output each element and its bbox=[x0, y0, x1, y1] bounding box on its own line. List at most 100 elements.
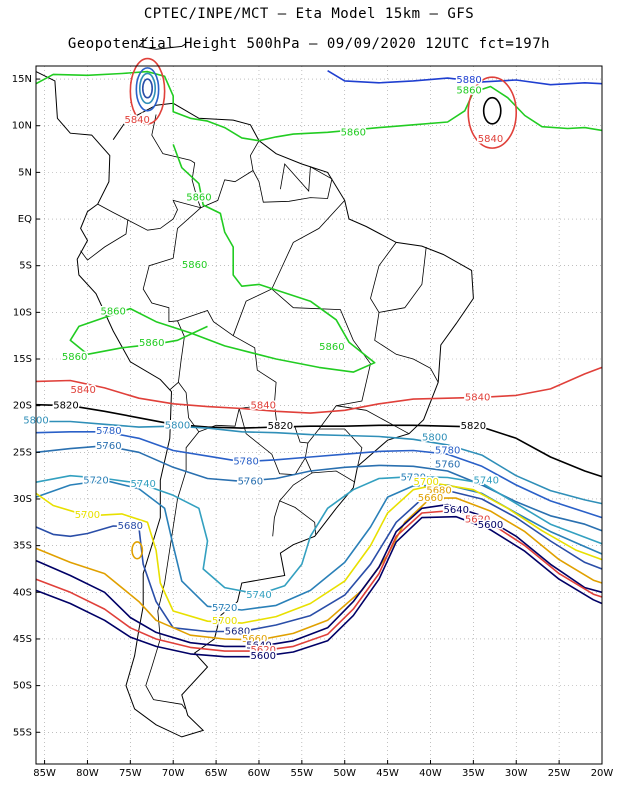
axis-ticks: 15N 10N 5N EQ 5S 10S 15S 20S 25S 30S 35S 40S 45S 50S 5… bbox=[12, 74, 614, 779]
border-brazil-states-3 bbox=[370, 242, 427, 313]
contour-label: 5700 bbox=[75, 510, 100, 521]
lon-tick-label: 60W bbox=[248, 768, 271, 779]
lon-tick-label: 30W bbox=[505, 768, 528, 779]
lat-tick-label: 40S bbox=[13, 587, 32, 598]
contour-label: 5860 bbox=[456, 85, 481, 96]
border-brazil-states-4 bbox=[374, 312, 439, 383]
border-brazil-states-7 bbox=[312, 470, 356, 483]
height-contours bbox=[35, 57, 603, 658]
border-peru-brazil bbox=[142, 257, 178, 323]
contour-label: 5860 bbox=[139, 338, 164, 349]
contour-label: 5840 bbox=[70, 385, 95, 396]
contour-red-5620 bbox=[35, 509, 603, 652]
lat-tick-label: 15N bbox=[12, 74, 32, 85]
lon-tick-label: 65W bbox=[205, 768, 228, 779]
lat-tick-label: 35S bbox=[13, 541, 32, 552]
contour-label: 5600 bbox=[251, 651, 276, 662]
contour-label: 5860 bbox=[100, 306, 125, 317]
border-brazil-states-5 bbox=[336, 405, 410, 435]
contour-green-5860-interior bbox=[69, 144, 376, 373]
contour-blue-5760 bbox=[35, 445, 603, 532]
contour-label: 5820 bbox=[461, 421, 486, 432]
border-uruguay-argentina bbox=[272, 500, 280, 537]
contour-low-5840-north bbox=[129, 57, 166, 125]
border-brazil-states-6 bbox=[319, 428, 363, 467]
contour-labels: 5880586058405840586058605860586058605860… bbox=[22, 73, 505, 663]
contour-label: 5720 bbox=[212, 603, 237, 614]
contour-label: 5800 bbox=[422, 432, 447, 443]
contour-navy-5640 bbox=[35, 503, 603, 648]
lat-tick-label: 55S bbox=[13, 727, 32, 738]
contour-label: 5880 bbox=[456, 75, 481, 86]
contour-label: 5860 bbox=[182, 260, 207, 271]
contour-label: 5620 bbox=[465, 515, 490, 526]
lat-tick-label: 5N bbox=[18, 167, 32, 178]
lat-tick-label: 20S bbox=[13, 401, 32, 412]
contour-yellow-5700 bbox=[35, 483, 603, 624]
contour-label: 5840 bbox=[465, 392, 490, 403]
contour-label: 5720 bbox=[401, 473, 426, 484]
lon-tick-label: 70W bbox=[162, 768, 185, 779]
contour-label: 5780 bbox=[96, 426, 121, 437]
contour-label: 5660 bbox=[418, 493, 443, 504]
contour-label: 5780 bbox=[435, 445, 460, 456]
contour-label: 5680 bbox=[118, 521, 143, 532]
lon-tick-label: 80W bbox=[76, 768, 99, 779]
lat-tick-label: 15S bbox=[13, 354, 32, 365]
lat-tick-label: 45S bbox=[13, 634, 32, 645]
lon-tick-label: 50W bbox=[333, 768, 356, 779]
border-argentina-brazil-uruguay bbox=[278, 457, 316, 535]
contour-label: 5600 bbox=[478, 520, 503, 531]
contour-black-5820 bbox=[35, 403, 603, 478]
contour-label: 5640 bbox=[443, 505, 468, 516]
contour-label: 5860 bbox=[62, 352, 87, 363]
contour-label: 5680 bbox=[225, 626, 250, 637]
contour-atlantic-low-5840 bbox=[467, 76, 518, 149]
contour-label: 5860 bbox=[341, 127, 366, 138]
contour-blue-5720 bbox=[35, 479, 603, 611]
contour-orange-5660 bbox=[35, 497, 603, 641]
contour-low-inner-2 bbox=[138, 72, 157, 105]
lon-tick-label: 35W bbox=[462, 768, 485, 779]
contour-label: 5760 bbox=[238, 476, 263, 487]
map-subtitle: Geopotential Height 500hPa – 09/09/2020 … bbox=[67, 36, 551, 52]
contour-atlantic-low-inner bbox=[482, 96, 502, 125]
contour-label: 5640 bbox=[246, 640, 271, 651]
contour-label: 5840 bbox=[124, 115, 149, 126]
contour-blue-5880-north bbox=[327, 70, 603, 86]
lon-tick-label: 20W bbox=[591, 768, 614, 779]
contour-label: 5740 bbox=[246, 590, 271, 601]
contour-label: 5780 bbox=[233, 457, 258, 468]
contour-green-5860-north bbox=[35, 70, 603, 142]
contour-label: 5840 bbox=[478, 134, 503, 145]
border-colombia-ecuador-peru bbox=[80, 203, 129, 261]
border-peru-chile bbox=[169, 381, 179, 391]
contour-label: 5740 bbox=[474, 475, 499, 486]
border-colombia-peru-brazil bbox=[127, 199, 202, 259]
contour-label: 5820 bbox=[268, 421, 293, 432]
border-chile-argentina bbox=[145, 431, 200, 710]
lat-tick-label: 10S bbox=[13, 307, 32, 318]
contour-label: 5760 bbox=[96, 441, 121, 452]
border-venezuela-colombia bbox=[151, 114, 202, 208]
contour-label: 5820 bbox=[53, 401, 78, 412]
contour-label: 5740 bbox=[130, 479, 155, 490]
lat-tick-label: 5S bbox=[19, 261, 32, 272]
border-brazil-states-2 bbox=[271, 288, 371, 444]
contour-navy-5600 bbox=[35, 515, 603, 658]
contour-label: 5860 bbox=[186, 193, 211, 204]
lat-tick-label: 10N bbox=[12, 121, 32, 132]
contour-label: 5760 bbox=[435, 459, 460, 470]
contour-cyan-5800 bbox=[36, 420, 603, 505]
caribbean-islands bbox=[137, 36, 187, 50]
contour-label: 5660 bbox=[242, 634, 267, 645]
contour-label: 5840 bbox=[251, 401, 276, 412]
lon-tick-label: 45W bbox=[376, 768, 399, 779]
lon-tick-label: 75W bbox=[119, 768, 142, 779]
contour-label: 5720 bbox=[83, 475, 108, 486]
contour-navy-5680 bbox=[35, 489, 603, 633]
border-bolivia bbox=[177, 310, 277, 433]
lon-tick-label: 55W bbox=[291, 768, 314, 779]
border-brazil-states-1 bbox=[232, 200, 345, 336]
